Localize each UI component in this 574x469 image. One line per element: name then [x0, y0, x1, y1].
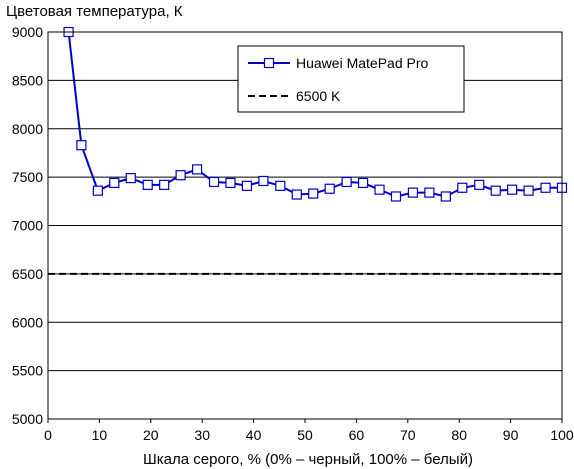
x-tick-label: 70: [400, 427, 416, 443]
x-tick-label: 100: [550, 427, 574, 443]
data-point: [175, 170, 186, 181]
plot-frame: [47, 31, 563, 420]
data-point: [324, 183, 335, 194]
data-point: [109, 177, 120, 189]
y-tick-label: 5000: [12, 411, 43, 427]
data-point: [159, 179, 170, 190]
legend-label-huawei-matepad-pro: Huawei MatePad Pro: [296, 55, 429, 71]
data-point: [76, 140, 87, 151]
data-point: [275, 180, 286, 191]
data-point: [490, 185, 501, 196]
legend-marker: [263, 57, 275, 69]
data-point: [191, 164, 203, 175]
data-point: [241, 180, 253, 191]
legend: Huawei MatePad Pro 6500 K: [237, 45, 465, 113]
data-point: [540, 182, 551, 193]
series-layer: [48, 26, 568, 275]
data-point: [208, 176, 220, 188]
x-tick-label: 60: [349, 427, 365, 443]
y-axis-title: Цветовая температура, К: [6, 3, 183, 20]
x-tick-label: 30: [194, 427, 210, 443]
y-tick-label: 8000: [12, 121, 43, 137]
x-axis-title: Шкала серого, % (0% – черный, 100% – бел…: [143, 451, 473, 468]
data-point: [374, 184, 385, 195]
y-tick-label: 6500: [12, 266, 43, 282]
x-tick-label: 10: [92, 427, 108, 443]
data-point: [523, 185, 534, 196]
y-tick-label: 6000: [12, 314, 43, 330]
y-tick-label: 8500: [12, 72, 43, 88]
x-tick-label: 90: [503, 427, 519, 443]
data-point: [424, 187, 435, 198]
y-tick-label: 5500: [12, 363, 43, 379]
data-point: [357, 177, 369, 189]
data-point: [390, 191, 402, 202]
x-tick-label: 80: [451, 427, 467, 443]
data-point: [291, 189, 302, 200]
data-point: [308, 188, 319, 199]
x-tick-label: 50: [297, 427, 313, 443]
y-tick-labels: 5000 5500 6000 6500 7000 7500 8000 8500 9000: [12, 24, 43, 427]
data-point: [125, 172, 136, 184]
legend-label-6500-k: 6500 K: [296, 88, 341, 104]
data-point: [92, 185, 103, 196]
data-point: [341, 176, 352, 188]
data-point: [507, 184, 518, 195]
data-point: [440, 191, 451, 202]
y-tick-label: 7000: [12, 218, 43, 234]
data-point: [474, 179, 485, 190]
legend-box: [237, 45, 465, 113]
data-point: [457, 182, 468, 193]
x-tick-labels: 0 10 20 30 40 50 60 70 80 90 100: [44, 427, 574, 443]
y-tick-label: 9000: [12, 24, 43, 40]
x-tick-label: 40: [246, 427, 262, 443]
x-tick-label: 20: [143, 427, 159, 443]
data-point: [225, 177, 236, 189]
x-tick-label: 0: [44, 427, 52, 443]
y-tick-label: 7500: [12, 169, 43, 185]
data-point: [407, 187, 419, 198]
data-point: [142, 179, 153, 190]
data-point: [258, 175, 269, 187]
